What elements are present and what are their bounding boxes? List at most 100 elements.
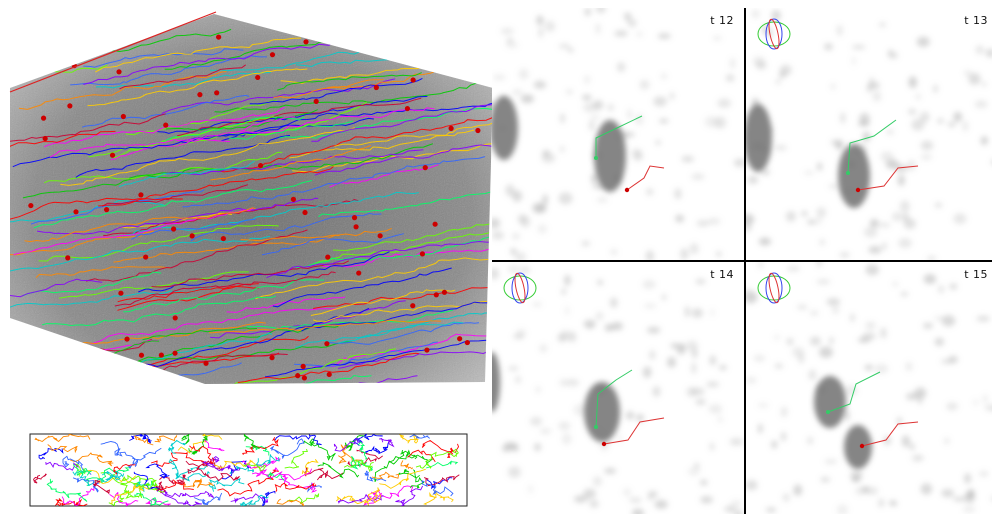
track-line bbox=[280, 49, 492, 84]
cell-marker bbox=[65, 255, 71, 261]
track-line bbox=[118, 160, 255, 188]
track-line bbox=[334, 129, 475, 147]
strip-track-line bbox=[100, 441, 136, 469]
speck bbox=[820, 477, 831, 483]
speck bbox=[934, 315, 944, 321]
speck bbox=[905, 361, 913, 372]
strip-track-line bbox=[287, 493, 320, 505]
track-line bbox=[18, 71, 227, 110]
speck bbox=[851, 56, 856, 66]
strip-track-line bbox=[222, 460, 252, 480]
track-line bbox=[322, 234, 492, 268]
speck bbox=[782, 493, 790, 502]
strip-track-line bbox=[415, 448, 459, 469]
cell-marker bbox=[109, 152, 116, 158]
cell-marker bbox=[116, 69, 122, 75]
track-line bbox=[81, 94, 250, 128]
track-line bbox=[318, 174, 492, 218]
cell-marker bbox=[120, 113, 126, 120]
track-line bbox=[110, 138, 230, 161]
speck bbox=[652, 386, 661, 397]
speck bbox=[882, 242, 887, 250]
orientation-gizmo-icon bbox=[757, 18, 791, 50]
speck bbox=[558, 192, 573, 205]
speck bbox=[708, 404, 723, 414]
cell-blobs bbox=[814, 376, 872, 469]
speck bbox=[709, 442, 715, 451]
frame-image bbox=[746, 262, 992, 514]
cell-marker bbox=[356, 270, 362, 276]
speck bbox=[850, 469, 863, 481]
speck bbox=[869, 218, 879, 228]
speck bbox=[587, 324, 593, 330]
cell-marker bbox=[464, 339, 470, 346]
speck bbox=[626, 411, 634, 420]
strip-track-line bbox=[45, 461, 79, 471]
speck bbox=[631, 508, 645, 514]
cell-marker-red bbox=[855, 187, 861, 193]
speck bbox=[963, 70, 971, 76]
track-line bbox=[240, 107, 435, 134]
strip-track-line bbox=[181, 434, 190, 445]
gizmo-ring-blue bbox=[765, 18, 783, 50]
speck bbox=[920, 154, 933, 160]
speck bbox=[532, 202, 547, 214]
speck bbox=[922, 322, 933, 329]
track-line bbox=[210, 144, 372, 181]
speck bbox=[539, 344, 548, 353]
speck bbox=[883, 435, 892, 446]
track-line bbox=[277, 72, 422, 91]
strip-track-line bbox=[203, 439, 225, 452]
track-line bbox=[214, 79, 491, 113]
speck bbox=[934, 202, 943, 208]
speck bbox=[886, 129, 894, 135]
track-volume-render bbox=[9, 11, 492, 507]
track-line bbox=[125, 99, 277, 136]
speck bbox=[658, 118, 669, 124]
track-red bbox=[861, 421, 919, 447]
speck bbox=[595, 311, 604, 321]
strip-track-line bbox=[274, 482, 317, 493]
speck bbox=[771, 440, 778, 449]
speck bbox=[642, 279, 656, 289]
track-line bbox=[24, 207, 256, 243]
strip-track-line bbox=[364, 439, 391, 455]
speck bbox=[903, 218, 916, 230]
speck bbox=[840, 112, 846, 124]
track-line bbox=[295, 321, 464, 348]
strip-track-line bbox=[134, 435, 154, 446]
speck bbox=[901, 435, 910, 448]
speck bbox=[786, 266, 801, 272]
track-line bbox=[216, 374, 372, 384]
speck bbox=[699, 479, 708, 486]
speck bbox=[568, 47, 574, 53]
speck bbox=[976, 315, 990, 322]
track-line bbox=[165, 109, 319, 131]
speck bbox=[803, 170, 815, 175]
strip-track-line bbox=[301, 459, 319, 476]
frame-image bbox=[492, 8, 744, 260]
cell-marker bbox=[351, 215, 358, 221]
cell-marker bbox=[138, 352, 145, 358]
speck bbox=[975, 45, 985, 55]
speck bbox=[670, 343, 679, 349]
frame-t14: t 14 bbox=[492, 262, 744, 514]
speck bbox=[492, 217, 501, 229]
time-label: t 12 bbox=[710, 14, 734, 27]
track-line bbox=[181, 117, 374, 144]
track-red bbox=[857, 165, 919, 191]
track-line bbox=[58, 271, 249, 299]
speck bbox=[874, 363, 889, 374]
speck bbox=[511, 232, 520, 240]
cell-marker bbox=[138, 192, 144, 198]
cell-marker bbox=[457, 336, 463, 342]
speck bbox=[751, 9, 760, 19]
speck bbox=[968, 72, 981, 85]
volume-track-lines bbox=[10, 28, 492, 384]
speck bbox=[616, 62, 626, 73]
speck bbox=[937, 118, 944, 124]
speck bbox=[660, 73, 667, 80]
strip-track-line bbox=[133, 471, 161, 492]
track-line bbox=[280, 375, 418, 384]
track-line bbox=[10, 197, 183, 222]
